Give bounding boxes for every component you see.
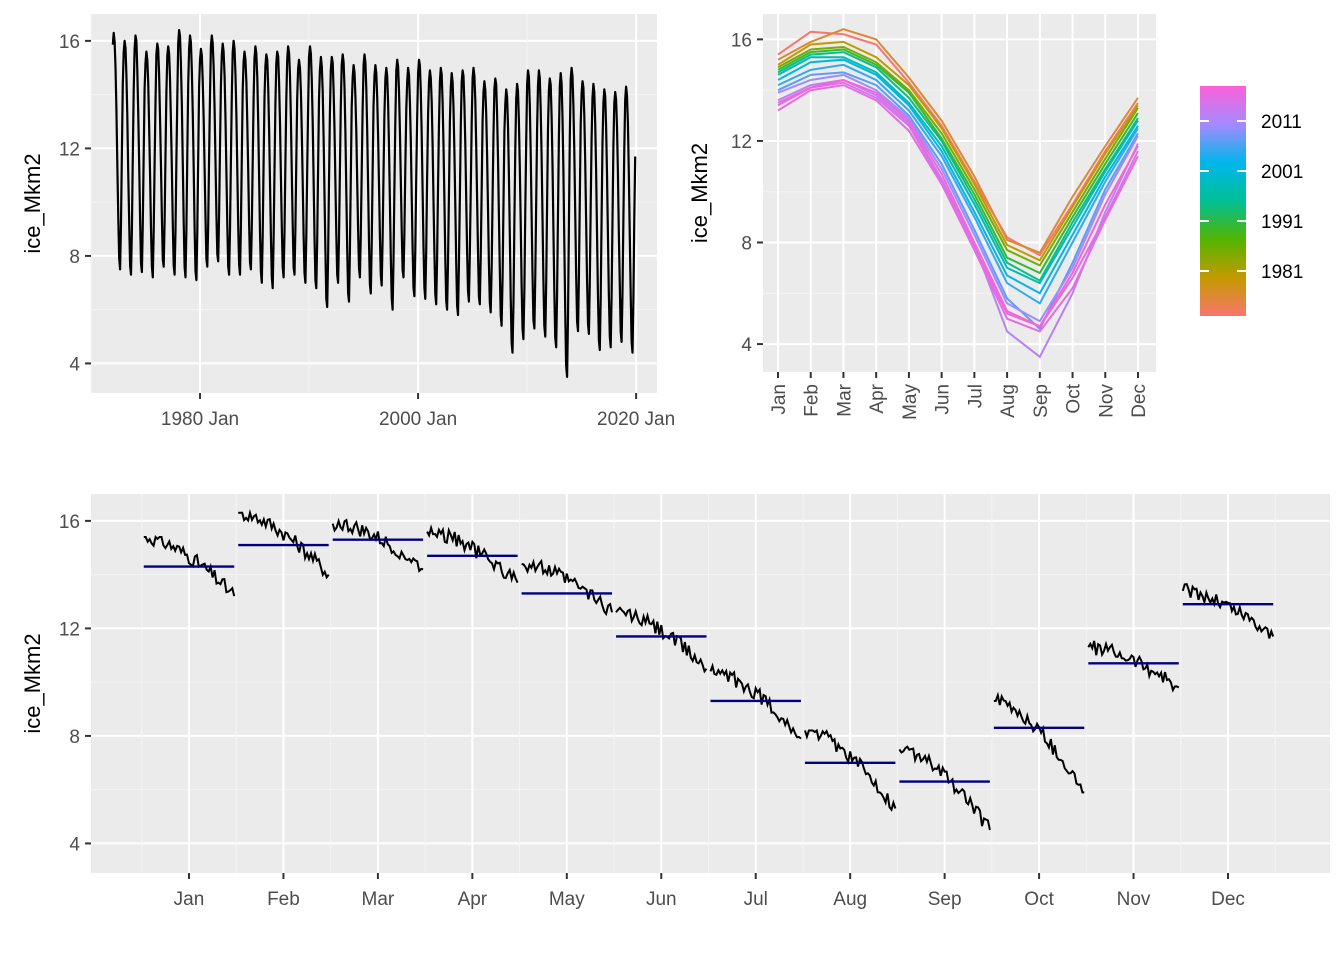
- colorbar-label: 1981: [1261, 262, 1303, 283]
- subseries-x-tick-label: Jan: [174, 889, 205, 910]
- time-series-x-tick-label: 2020 Jan: [597, 409, 675, 430]
- subseries-x-tick-label: Jun: [646, 889, 677, 910]
- seasonal-y-tick-label: 4: [741, 335, 752, 356]
- ice-extent-line: [111, 29, 637, 378]
- seasonal-x-tick-label: Nov: [1096, 384, 1117, 418]
- seasonal-year-line: [777, 28, 1139, 254]
- seasonal-y-tick-label: 8: [741, 234, 752, 255]
- time-series-y-tick-label: 12: [59, 139, 80, 160]
- subseries-month-line: [426, 524, 519, 584]
- seasonal-y-tick-label: 16: [731, 30, 752, 51]
- colorbar-label: 1991: [1261, 212, 1303, 233]
- time-series-x-tick-label: 1980 Jan: [161, 409, 239, 430]
- seasonal-x-tick-label: Sep: [1031, 384, 1052, 418]
- seasonal-year-line: [777, 30, 1139, 257]
- subseries-x-tick-label: May: [549, 889, 585, 910]
- seasonal-year-line: [777, 84, 1139, 333]
- subseries-y-tick-label: 4: [69, 834, 80, 855]
- seasonal-axes: 4 8 12 16 Jan Feb Mar Apr May Jun Jul Aug Sep Oct Nov D…: [731, 30, 1150, 420]
- seasonal-x-tick-label: Mar: [834, 383, 855, 416]
- seasonal-x-tick-label: Apr: [867, 383, 888, 413]
- seasonal-x-tick-label: Aug: [998, 384, 1019, 418]
- subseries-x-tick-label: Aug: [833, 889, 867, 910]
- subseries-month-line: [1181, 582, 1275, 639]
- seasonal-y-axis-label: ice_Mkm2: [687, 143, 712, 243]
- seasonal-x-tick-label: May: [900, 384, 921, 420]
- subseries-month-line: [521, 558, 613, 617]
- subseries-data: [143, 508, 1275, 831]
- seasonal-year-line: [777, 63, 1139, 305]
- subseries-month-line: [143, 535, 236, 597]
- seasonal-year-line: [777, 40, 1139, 262]
- seasonal-x-tick-label: Jul: [965, 384, 986, 408]
- seasonal-year-line: [777, 78, 1139, 328]
- subseries-month-line: [898, 745, 991, 831]
- seasonal-data: [777, 28, 1139, 359]
- subseries-month-line: [615, 606, 708, 674]
- colorbar-label: 2011: [1261, 112, 1302, 133]
- year-colorbar-legend: 2011 2001 1991 1981: [1200, 86, 1303, 316]
- seasonal-x-tick-label: Dec: [1129, 384, 1150, 418]
- time-series-axes: 4 8 12 16 1980 Jan 2000 Jan 2020 Jan: [59, 32, 675, 430]
- seasonal-x-tick-label: Jan: [769, 384, 790, 415]
- subseries-month-line: [238, 508, 330, 580]
- subseries-y-tick-label: 8: [69, 727, 80, 748]
- seasonal-year-line: [777, 56, 1139, 285]
- seasonal-year-line: [777, 45, 1139, 267]
- subseries-month-line: [1087, 640, 1180, 693]
- time-series-y-axis-label: ice_Mkm2: [20, 153, 45, 253]
- subseries-plot-background: [91, 494, 1330, 873]
- seasonal-year-line: [777, 51, 1139, 282]
- subseries-month-line: [331, 517, 424, 573]
- time-series-y-tick-label: 8: [69, 247, 80, 268]
- seasonal-panel: 4 8 12 16 Jan Feb Mar Apr May Jun Jul Aug Sep Oct Nov D…: [687, 14, 1303, 420]
- time-series-data: [111, 29, 637, 378]
- subseries-x-tick-label: Nov: [1117, 889, 1151, 910]
- seasonal-x-tick-label: Feb: [802, 384, 823, 417]
- seasonal-y-tick-label: 12: [731, 132, 752, 153]
- time-series-panel: 4 8 12 16 1980 Jan 2000 Jan 2020 Jan ice_Mkm2: [20, 14, 675, 430]
- subseries-y-tick-label: 16: [59, 512, 80, 533]
- subseries-x-tick-label: Sep: [928, 889, 962, 910]
- subseries-x-tick-label: Mar: [362, 889, 395, 910]
- seasonal-year-line: [777, 71, 1139, 331]
- seasonal-year-line: [777, 48, 1139, 275]
- time-series-x-tick-label: 2000 Jan: [379, 409, 457, 430]
- subseries-gridlines: [91, 494, 1330, 873]
- colorbar-label: 2001: [1261, 162, 1303, 183]
- seasonal-year-line: [777, 81, 1139, 328]
- subseries-month-line: [804, 728, 897, 812]
- seasonal-x-tick-label: Oct: [1064, 383, 1085, 413]
- colorbar: [1200, 86, 1246, 316]
- time-series-y-tick-label: 4: [69, 354, 80, 375]
- subseries-panel: 4 8 12 16 Jan Feb Mar Apr May Jun Jul Aug Sep Oct Nov D…: [20, 494, 1330, 910]
- seasonal-year-line: [777, 73, 1139, 323]
- seasonal-x-tick-label: Jun: [933, 384, 954, 415]
- subseries-x-tick-label: Feb: [267, 889, 300, 910]
- subseries-x-tick-label: Jul: [744, 889, 768, 910]
- subseries-x-tick-label: Apr: [458, 889, 488, 910]
- subseries-y-tick-label: 12: [59, 619, 80, 640]
- subseries-y-axis-label: ice_Mkm2: [20, 633, 45, 733]
- subseries-x-tick-label: Dec: [1211, 889, 1245, 910]
- time-series-y-tick-label: 16: [59, 32, 80, 53]
- subseries-month-line: [709, 662, 802, 740]
- subseries-axes: 4 8 12 16 Jan Feb Mar Apr May Jun Jul Aug Sep Oct Nov D…: [59, 512, 1245, 910]
- seasonal-year-line: [777, 58, 1139, 295]
- subseries-x-tick-label: Oct: [1024, 889, 1054, 910]
